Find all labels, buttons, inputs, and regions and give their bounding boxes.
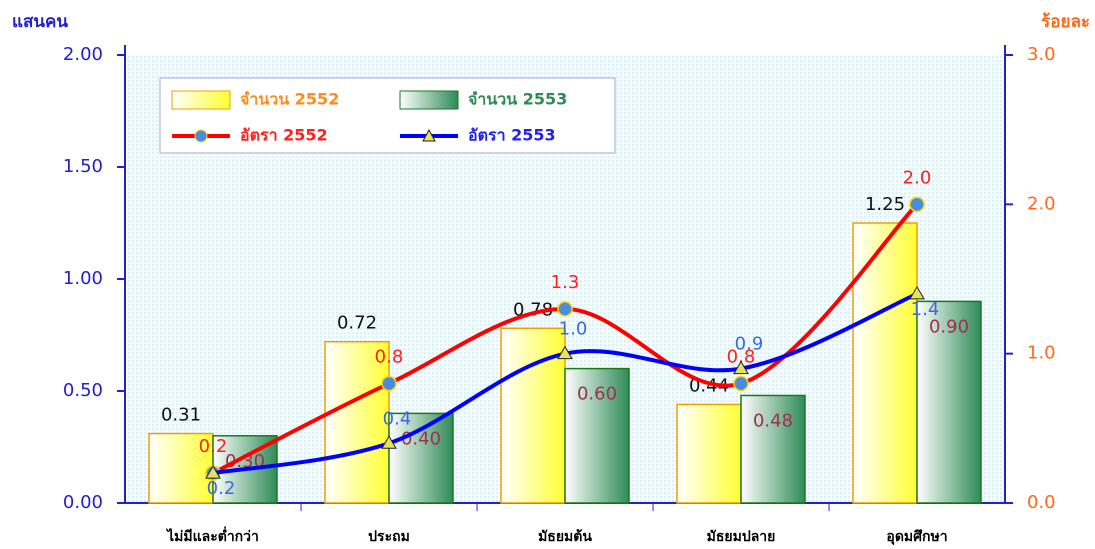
legend-swatch (171, 90, 231, 110)
bar (324, 340, 390, 504)
y2-tick-label: 3.0 (1027, 44, 1056, 65)
bar (916, 300, 982, 504)
data-label: 0.8 (727, 347, 756, 368)
x-tick-label: มัธยมปลาย (707, 529, 776, 545)
bar (852, 222, 918, 504)
marker (557, 301, 573, 317)
y2-tick-label: 0.0 (1027, 492, 1056, 513)
data-label: 0.4 (383, 408, 412, 429)
bar (564, 367, 630, 504)
data-label: 0.48 (753, 410, 793, 431)
legend-label: อัตรา 2553 (468, 126, 556, 145)
legend-marker (194, 129, 208, 143)
data-label: 0.40 (401, 428, 441, 449)
marker (381, 435, 397, 449)
legend-label: จำนวน 2552 (240, 90, 339, 109)
data-label: 1.25 (865, 194, 905, 215)
data-label: 0.60 (577, 384, 617, 405)
marker (909, 196, 925, 213)
y-tick-label: 0.50 (63, 380, 103, 401)
y-tick-label: 1.00 (63, 268, 103, 289)
marker (909, 285, 925, 300)
data-label: 0.72 (337, 313, 377, 334)
legend-label: จำนวน 2553 (468, 90, 567, 109)
y2-axis-title: ร้อยละ (1041, 12, 1090, 32)
marker (733, 375, 749, 392)
y2-tick-label: 1.0 (1027, 343, 1056, 364)
x-tick-label: มัธยมต้น (538, 529, 592, 545)
y2-tick-label: 2.0 (1027, 193, 1056, 214)
y-tick-label: 0.00 (63, 492, 103, 513)
x-tick-label: ไม่มีและต่ำกว่า (165, 526, 259, 545)
bar (740, 394, 806, 504)
data-label: 2.0 (903, 167, 932, 188)
y-axis-title: แสนคน (12, 12, 68, 32)
x-tick-label: อุดมศึกษา (886, 528, 947, 545)
marker (205, 465, 221, 479)
data-label: 0.31 (161, 405, 201, 426)
data-label: 1.3 (551, 272, 580, 293)
data-label: 0.2 (199, 436, 228, 457)
data-label: 1.4 (911, 299, 940, 320)
legend (159, 77, 616, 154)
y-tick-label: 2.00 (63, 44, 103, 65)
marker (557, 345, 573, 360)
data-label: 1.0 (559, 319, 588, 340)
legend-marker (422, 128, 436, 142)
marker (381, 375, 397, 392)
bar (148, 432, 214, 504)
y-tick-label: 1.50 (63, 156, 103, 177)
data-label: 0.2 (207, 478, 236, 499)
bar (676, 403, 742, 504)
data-label: 0.9 (735, 334, 764, 355)
x-tick-label: ประถม (368, 529, 410, 545)
data-label: 0.8 (375, 347, 404, 368)
data-label: 0.90 (929, 316, 969, 337)
legend-label: อัตรา 2552 (240, 126, 328, 145)
legend-swatch (399, 90, 459, 110)
marker (733, 360, 749, 375)
